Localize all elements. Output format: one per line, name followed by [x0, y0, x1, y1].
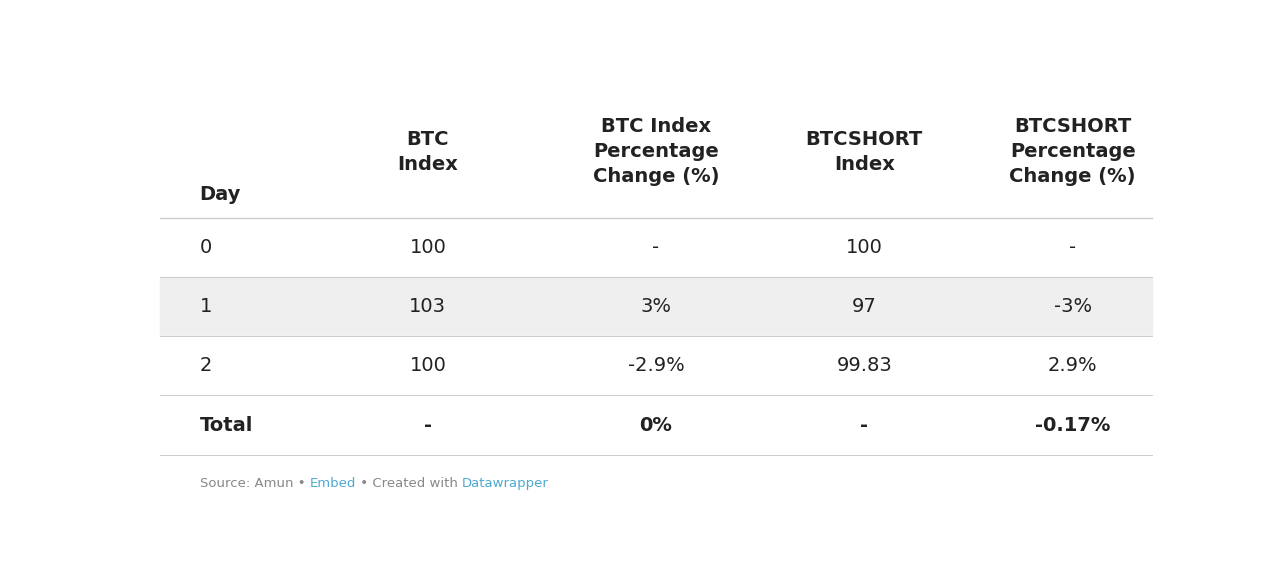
- Text: BTC Index
Percentage
Change (%): BTC Index Percentage Change (%): [593, 117, 719, 186]
- Text: 97: 97: [852, 297, 877, 316]
- Text: 100: 100: [410, 356, 447, 375]
- Bar: [160, 277, 1152, 336]
- Text: 3%: 3%: [640, 297, 672, 316]
- Bar: [160, 218, 1152, 277]
- Text: Datawrapper: Datawrapper: [462, 477, 549, 490]
- Text: BTC
Index: BTC Index: [397, 130, 458, 174]
- Text: 0%: 0%: [640, 416, 672, 434]
- Text: -: -: [860, 416, 868, 434]
- Text: 0: 0: [200, 238, 212, 256]
- Text: 103: 103: [410, 297, 447, 316]
- Text: Embed: Embed: [310, 477, 356, 490]
- Text: 2: 2: [200, 356, 212, 375]
- Bar: [160, 336, 1152, 396]
- Text: Total: Total: [200, 416, 253, 434]
- Text: 2.9%: 2.9%: [1048, 356, 1097, 375]
- Text: Source: Amun •: Source: Amun •: [200, 477, 310, 490]
- Bar: [160, 396, 1152, 455]
- Text: 100: 100: [846, 238, 883, 256]
- Text: -3%: -3%: [1053, 297, 1092, 316]
- Text: -: -: [1069, 238, 1076, 256]
- Text: Day: Day: [200, 185, 241, 205]
- Text: BTCSHORT
Index: BTCSHORT Index: [805, 130, 923, 174]
- Text: -: -: [653, 238, 659, 256]
- Text: 99.83: 99.83: [836, 356, 892, 375]
- Text: -0.17%: -0.17%: [1036, 416, 1110, 434]
- Text: 1: 1: [200, 297, 212, 316]
- Text: • Created with: • Created with: [356, 477, 462, 490]
- Text: -: -: [424, 416, 431, 434]
- Text: BTCSHORT
Percentage
Change (%): BTCSHORT Percentage Change (%): [1010, 117, 1135, 186]
- Text: 100: 100: [410, 238, 447, 256]
- Text: -2.9%: -2.9%: [627, 356, 685, 375]
